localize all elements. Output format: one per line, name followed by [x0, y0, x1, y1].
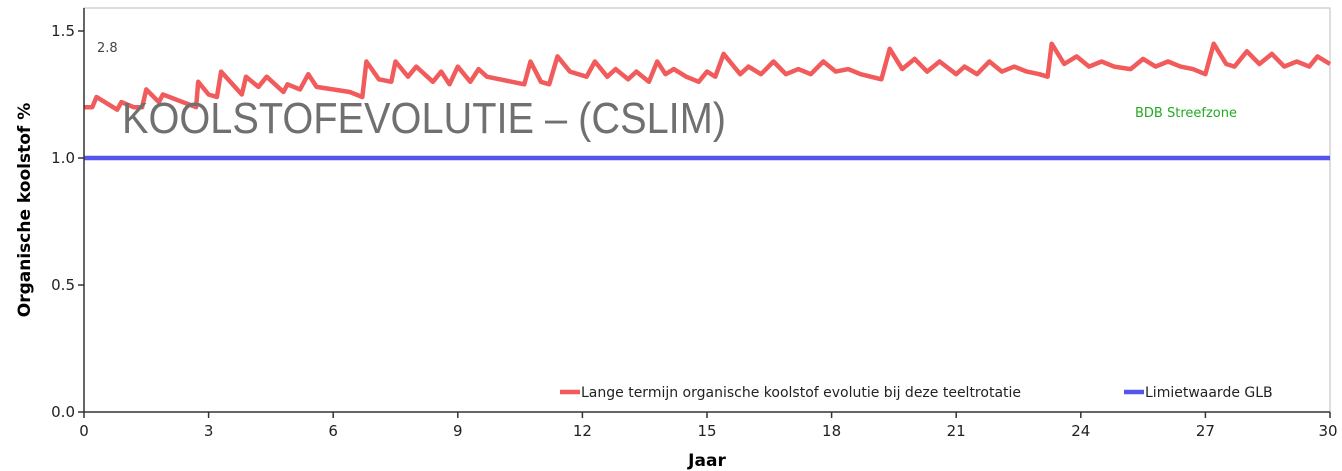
y-tick-label: 1.0: [51, 149, 75, 167]
x-tick-label: 21: [947, 422, 966, 440]
x-tick-label: 15: [697, 422, 716, 440]
x-tick-label: 24: [1071, 422, 1090, 440]
streefzone-label: BDB Streefzone: [1135, 106, 1237, 121]
x-tick-label: 27: [1196, 422, 1215, 440]
legend-carbon-label: Lange termijn organische koolstof evolut…: [581, 385, 1021, 401]
x-tick-label: 18: [822, 422, 841, 440]
upper-zone-value-label: 2.8: [97, 41, 118, 56]
x-tick-label: 9: [453, 422, 463, 440]
y-tick-label: 0.0: [51, 403, 75, 421]
x-axis-title: Jaar: [687, 451, 726, 471]
carbon-evolution-line: [84, 41, 1332, 112]
x-tick-label: 12: [573, 422, 592, 440]
x-tick-label: 3: [204, 422, 214, 440]
y-tick-label: 1.5: [51, 22, 75, 40]
legend: Lange termijn organische koolstof evolut…: [560, 385, 1273, 401]
y-tick-label: 0.5: [51, 276, 75, 294]
x-tick-label: 6: [328, 422, 338, 440]
x-axis-ticks: 0 3 6 9 12 15 18 21 24 27 30: [79, 412, 1338, 440]
y-axis-title: Organische koolstof %: [15, 103, 35, 317]
chart-title: KOOLSTOFEVOLUTIE – (CSLIM): [122, 94, 726, 143]
x-tick-label: 30: [1318, 422, 1337, 440]
y-axis-ticks: 0.00.51.01.52.02.53.0: [51, 22, 84, 421]
x-tick-label: 0: [79, 422, 89, 440]
legend-limit-label: Limietwaarde GLB: [1145, 385, 1273, 401]
plot-area: [83, 7, 1331, 413]
